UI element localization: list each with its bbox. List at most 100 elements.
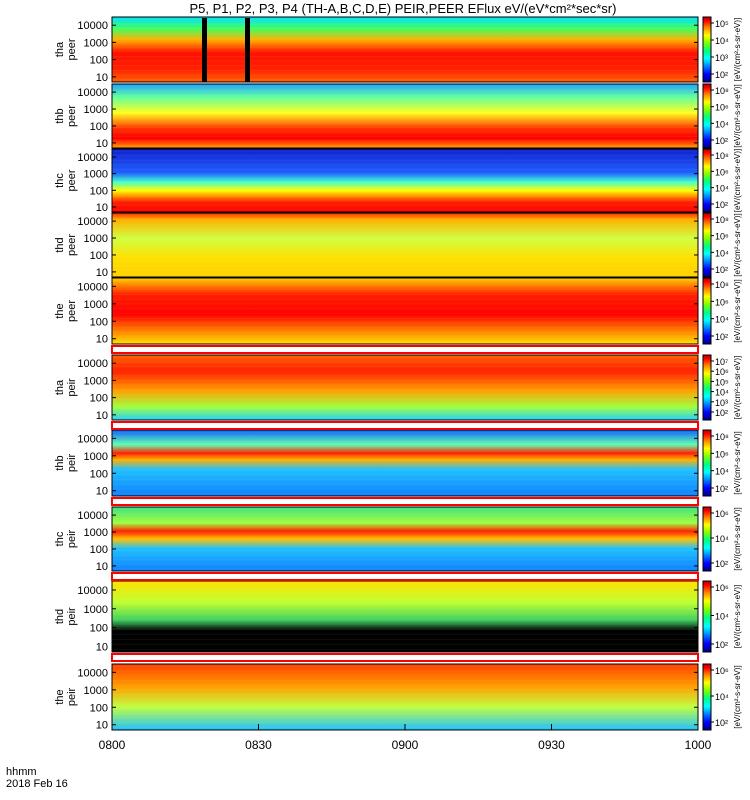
colorbar-tick-label: 10⁴ [715, 467, 729, 477]
colorbar-tick-label: 10² [715, 640, 728, 650]
panel-species-label: peer [66, 169, 78, 191]
y-tick-label: 10000 [77, 585, 108, 597]
y-tick-label: 100 [90, 250, 108, 262]
y-tick-label: 10 [96, 334, 108, 346]
colorbar-tick-label: 10⁸ [715, 86, 729, 96]
colorbar-tick-label: 10⁶ [715, 449, 729, 459]
colorbar-tick-label: 10⁶ [715, 583, 729, 593]
panel-the-peer: 10 100 1000 10000 the peer 10⁸ 10⁶ 10⁴ 10² [eV/(cm… [54, 277, 742, 346]
separator-strip [111, 421, 699, 430]
y-tick-label: 10000 [77, 667, 108, 679]
spectrogram-image [112, 664, 698, 730]
colorbar-tick-label: 10² [715, 484, 728, 494]
y-tick-label: 100 [90, 55, 108, 67]
y-tick-label: 1000 [84, 527, 108, 539]
panel-thb-peer: 10 100 1000 10000 thb peer 10⁸ 10⁶ 10⁴ 10² [eV/(cm… [54, 83, 742, 150]
panel-probe-label: thc [54, 173, 66, 188]
colorbar-tick-label: 10⁴ [715, 388, 729, 398]
panel-thb-peir: 10 100 1000 10000 thb peir 10⁸ 10⁶ 10⁴ 10² [eV/(cm… [54, 429, 742, 498]
data-gap [202, 18, 207, 82]
y-tick-label: 10000 [77, 20, 108, 32]
colorbar-tick-label: 10⁴ [715, 184, 729, 194]
colorbar-tick-label: 10⁴ [715, 534, 729, 544]
panel-species-label: peir [66, 607, 78, 626]
panel-probe-label: thb [54, 108, 66, 123]
colorbar-unit-label: [eV/(cm²-s-sr-eV)] [733, 431, 742, 495]
y-tick-label: 10 [96, 202, 108, 214]
colorbar [702, 212, 712, 278]
y-tick-label: 10000 [77, 281, 108, 293]
y-tick-label: 10000 [77, 510, 108, 522]
spectrogram-image [112, 581, 698, 652]
spectrogram-image [112, 430, 698, 496]
panel-probe-label: the [54, 303, 66, 318]
y-tick-label: 1000 [84, 451, 108, 463]
colorbar-tick-label: 10² [715, 408, 728, 418]
colorbar [702, 277, 712, 345]
panel-probe-label: thd [54, 609, 66, 624]
panel-species-label: peer [66, 234, 78, 256]
panel-thd-peer: 10 100 1000 10000 thd peer 10⁸ 10⁶ 10⁴ 10² [eV/(cm… [54, 212, 742, 279]
colorbar-unit-label: [eV/(cm²-s-sr-eV)] [733, 18, 742, 82]
spectrogram-image [112, 17, 698, 82]
panel-frame [111, 212, 699, 278]
colorbar-tick-label: 10⁴ [715, 248, 729, 258]
y-tick-label: 10 [96, 138, 108, 150]
colorbar-unit-label: [eV/(cm²-s-sr-eV)] [733, 84, 742, 148]
panel-frame [111, 83, 699, 149]
colorbar-tick-label: 10⁶ [715, 297, 729, 307]
colorbar-tick-label: 10⁶ [715, 103, 729, 113]
panel-frame [111, 354, 699, 421]
colorbar-tick-label: 10⁴ [715, 315, 729, 325]
y-tick-label: 10000 [77, 358, 108, 370]
date-label: 2018 Feb 16 [6, 778, 68, 790]
colorbar-unit-label: [eV/(cm²-s-sr-eV)] [733, 585, 742, 649]
spectrogram-image [112, 149, 698, 212]
panel-probe-label: tha [54, 379, 66, 395]
y-tick-label: 10 [96, 72, 108, 84]
colorbar-tick-label: 10⁵ [715, 377, 729, 387]
colorbar [702, 354, 712, 421]
colorbar-tick-label: 10⁴ [715, 692, 729, 702]
y-tick-label: 100 [90, 544, 108, 556]
colorbar-tick-label: 10⁶ [715, 367, 729, 377]
time-axis-label: hhmm [6, 766, 37, 778]
separator-strip [111, 653, 699, 662]
colorbar-tick-label: 10² [715, 332, 728, 342]
y-tick-label: 100 [90, 185, 108, 197]
y-tick-label: 10 [96, 410, 108, 422]
y-tick-label: 100 [90, 468, 108, 480]
separator-strip [111, 497, 699, 506]
panel-species-label: peir [66, 687, 78, 706]
spectrogram-image [112, 507, 698, 571]
panel-species-label: peer [66, 38, 78, 60]
y-tick-label: 10000 [77, 87, 108, 99]
y-tick-label: 10 [96, 641, 108, 653]
colorbar [702, 663, 712, 731]
colorbar-unit-label: [eV/(cm²-s-sr-eV)] [733, 665, 742, 729]
colorbar-unit-label: [eV/(cm²-s-sr-eV)] [733, 356, 742, 420]
y-tick-label: 10 [96, 486, 108, 498]
panel-probe-label: tha [54, 41, 66, 57]
spectrogram-image [112, 213, 698, 277]
panel-frame [111, 277, 699, 345]
y-tick-label: 10000 [77, 433, 108, 445]
colorbar-tick-label: 10⁸ [715, 215, 729, 225]
colorbar-tick-label: 10⁶ [715, 167, 729, 177]
colorbar-tick-label: 10² [715, 136, 728, 146]
data-gap [245, 18, 250, 82]
y-tick-label: 100 [90, 121, 108, 133]
colorbar-tick-label: 10⁴ [715, 612, 729, 622]
panel-frame [111, 16, 699, 83]
panel-species-label: peir [66, 378, 78, 397]
panel-frame [111, 148, 699, 213]
x-tick-label: 0900 [392, 738, 419, 752]
colorbar-tick-label: 10⁴ [715, 119, 729, 129]
panel-probe-label: thb [54, 455, 66, 470]
panel-frame [111, 506, 699, 572]
panel-species-label: peer [66, 300, 78, 322]
separator-strip [111, 572, 699, 581]
y-tick-label: 100 [90, 393, 108, 405]
